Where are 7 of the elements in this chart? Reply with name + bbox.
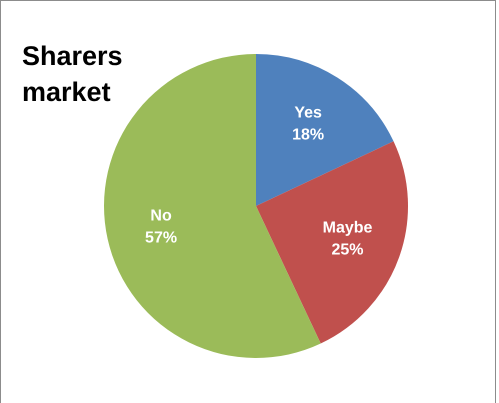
chart-title: Sharers market <box>22 40 124 109</box>
data-label: 18% <box>292 126 324 144</box>
data-label: 57% <box>145 230 178 247</box>
slice-label: Yes <box>294 104 322 122</box>
slice-label: Maybe <box>322 219 373 236</box>
data-label: 25% <box>332 241 364 258</box>
slice-label: No <box>150 208 172 225</box>
